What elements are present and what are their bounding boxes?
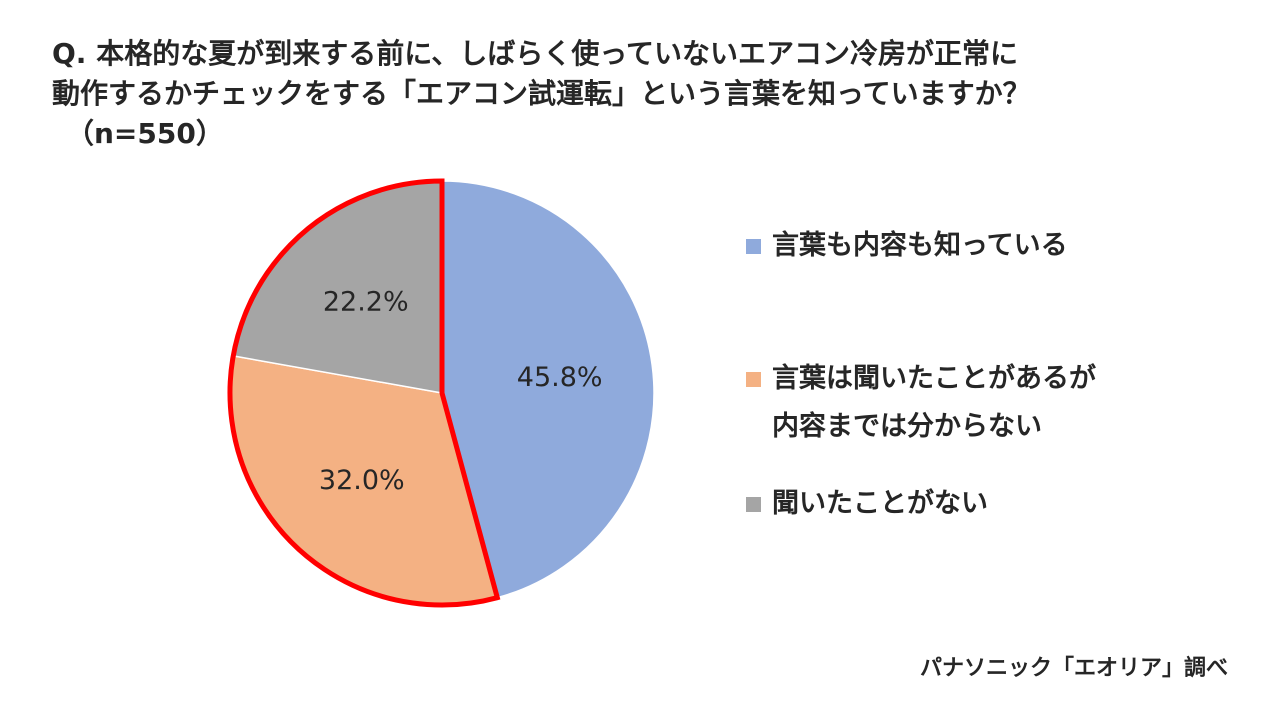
highlight-outline [227, 178, 501, 608]
slice-labels: 45.8% 32.0% 22.2% [319, 287, 603, 497]
title-line-1: Q. 本格的な夏が到来する前に、しばらく使っていないエアコン冷房が正常に [52, 37, 1018, 70]
legend-swatch [746, 372, 761, 387]
legend-item-known: 言葉も内容も知っている [746, 222, 1068, 270]
legend-label: 聞いたことがない [746, 480, 988, 528]
sample-size: （n=550） [66, 117, 224, 150]
legend-label: 言葉は聞いたことがあるが 内容までは分からない [746, 355, 1096, 451]
legend-label-line: 言葉も内容も知っている [772, 230, 1068, 261]
legend-label: 言葉も内容も知っている [746, 222, 1068, 270]
legend-label-line: 言葉は聞いたことがあるが [772, 363, 1096, 394]
slice-label-heard-only: 32.0% [319, 465, 405, 496]
legend-item-never-heard: 聞いたことがない [746, 480, 988, 528]
pie-slice-known [441, 180, 655, 599]
title-line-2: 動作するかチェックをする「エアコン試運転」という言葉を知っていますか？ [52, 77, 1031, 110]
legend-swatch [746, 239, 761, 254]
slice-label-known: 45.8% [517, 362, 603, 393]
legend-item-heard-only: 言葉は聞いたことがあるが 内容までは分からない [746, 355, 1096, 451]
chart-title: Q. 本格的な夏が到来する前に、しばらく使っていないエアコン冷房が正常に 動作す… [52, 34, 1252, 154]
slice-label-never-heard: 22.2% [323, 287, 409, 318]
source-credit: パナソニック「エオリア」調べ [919, 656, 1228, 681]
legend-swatch [746, 497, 761, 512]
legend-label-line: 内容までは分からない [772, 411, 1042, 442]
pie-slices [229, 180, 655, 606]
legend-label-line: 聞いたことがない [772, 488, 988, 519]
